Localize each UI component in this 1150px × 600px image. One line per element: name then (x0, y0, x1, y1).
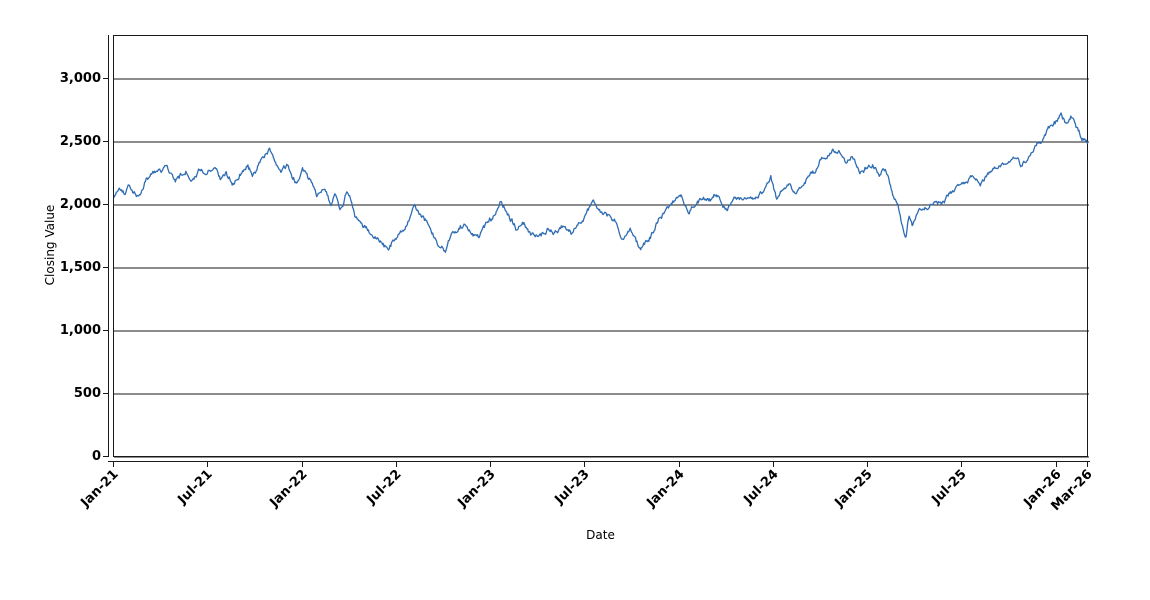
y-tick-label: 3,000 (59, 71, 101, 86)
x-tick-label: Jul-25 (929, 467, 970, 508)
plot-canvas (114, 78, 1089, 458)
x-tick-mark (490, 462, 491, 467)
y-tick-mark (103, 204, 108, 205)
x-tick-mark (1056, 462, 1057, 467)
y-tick-label: 1,500 (59, 260, 101, 275)
y-axis-line (108, 35, 109, 457)
x-tick-label: Jan-23 (455, 467, 499, 511)
x-tick-mark (113, 462, 114, 467)
x-tick-label: Jul-23 (552, 467, 593, 508)
x-tick-label: Jul-21 (175, 467, 216, 508)
x-tick-mark (1087, 462, 1088, 467)
x-tick-mark (961, 462, 962, 467)
y-tick-mark (103, 330, 108, 331)
x-axis-title: Date (586, 528, 615, 542)
y-tick-mark (103, 456, 108, 457)
x-axis-line (108, 461, 1090, 462)
x-tick-mark (396, 462, 397, 467)
y-tick-mark (103, 141, 108, 142)
plot-area (113, 35, 1089, 458)
x-tick-label: Jan-24 (644, 467, 688, 511)
y-tick-label: 2,000 (59, 197, 101, 212)
x-tick-mark (867, 462, 868, 467)
x-tick-mark (679, 462, 680, 467)
x-tick-mark (584, 462, 585, 467)
y-axis-title: Closing Value (43, 204, 57, 286)
y-tick-label: 500 (73, 386, 101, 401)
x-tick-label: Jan-22 (267, 467, 311, 511)
x-tick-mark (302, 462, 303, 467)
y-tick-mark (103, 267, 108, 268)
y-tick-label: 2,500 (59, 134, 101, 149)
y-tick-label: 1,000 (59, 323, 101, 338)
y-tick-mark (103, 393, 108, 394)
y-tick-label: 0 (91, 449, 101, 464)
x-tick-mark (773, 462, 774, 467)
y-tick-mark (103, 78, 108, 79)
x-tick-label: Jul-22 (364, 467, 405, 508)
x-tick-label: Jan-21 (78, 467, 122, 511)
x-tick-label: Jan-25 (832, 467, 876, 511)
x-tick-label: Jul-24 (741, 467, 782, 508)
x-tick-mark (207, 462, 208, 467)
closing-value-line (114, 112, 1089, 253)
